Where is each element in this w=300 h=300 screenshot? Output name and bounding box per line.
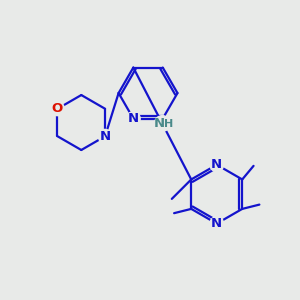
Circle shape — [210, 158, 224, 172]
Text: H: H — [164, 119, 173, 130]
Text: N: N — [211, 158, 222, 171]
Circle shape — [98, 129, 112, 143]
Circle shape — [154, 116, 170, 131]
Circle shape — [210, 217, 224, 230]
Text: N: N — [128, 112, 139, 125]
Circle shape — [126, 112, 140, 125]
Circle shape — [51, 102, 64, 116]
Text: N: N — [100, 130, 111, 143]
Text: O: O — [52, 102, 63, 115]
Text: N: N — [154, 117, 165, 130]
Text: N: N — [211, 217, 222, 230]
